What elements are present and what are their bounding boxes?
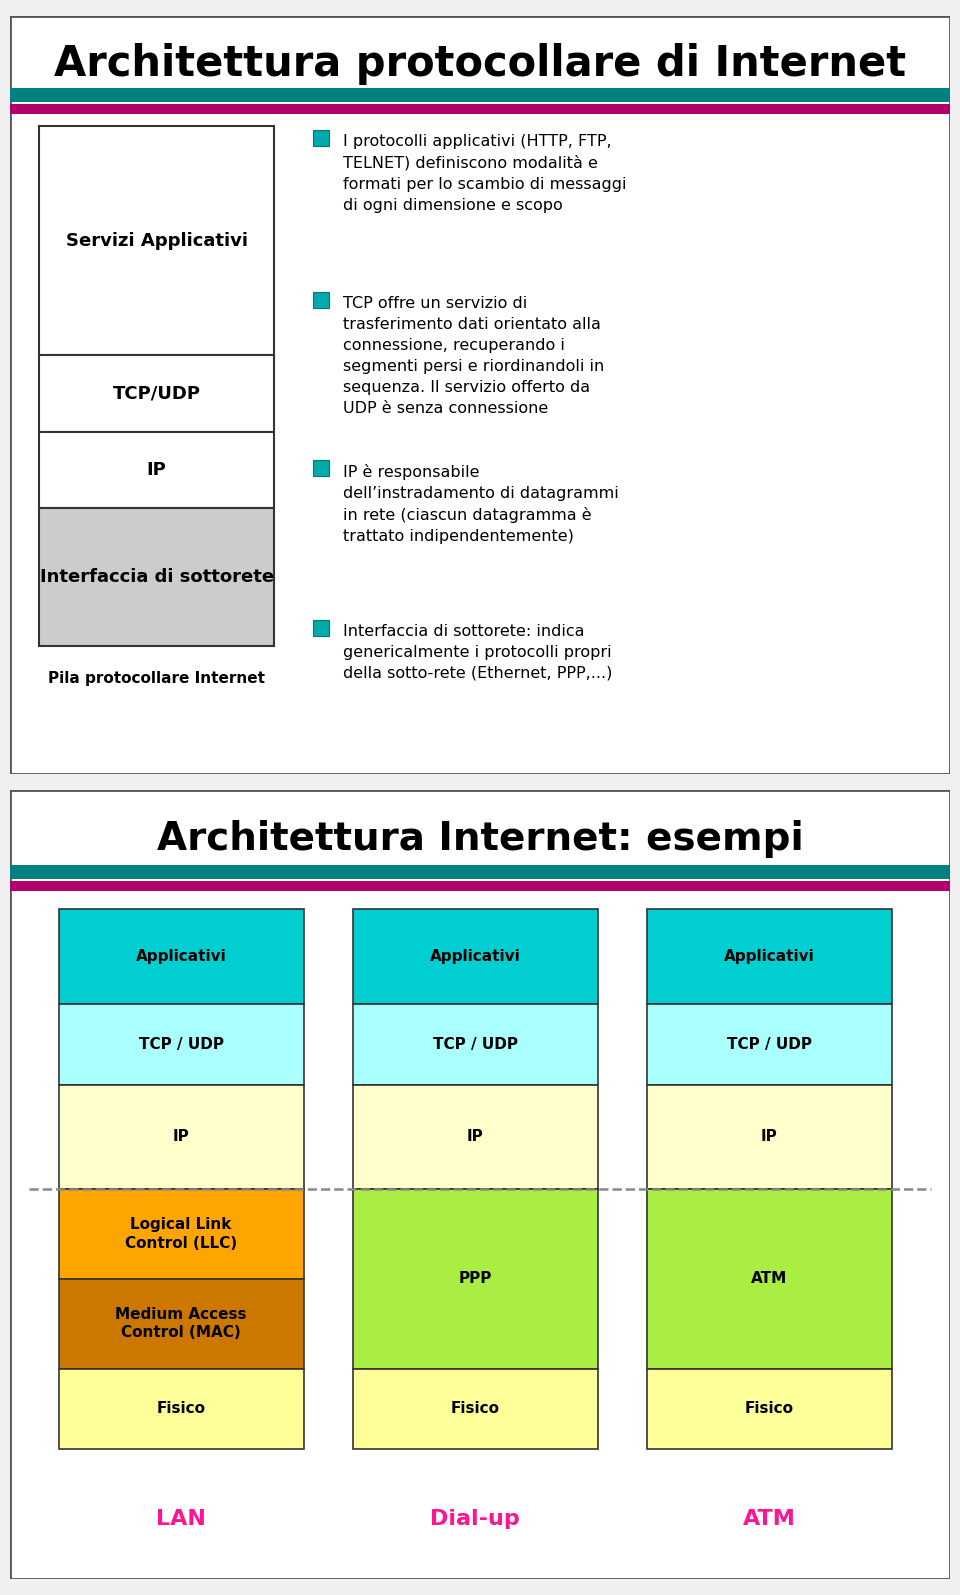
- Text: Logical Link
Control (LLC): Logical Link Control (LLC): [125, 1217, 237, 1250]
- Text: Medium Access
Control (MAC): Medium Access Control (MAC): [115, 1306, 247, 1340]
- Bar: [313, 129, 329, 145]
- Text: TCP / UDP: TCP / UDP: [727, 1037, 811, 1051]
- Text: Architettura protocollare di Internet: Architettura protocollare di Internet: [54, 43, 906, 85]
- Text: IP: IP: [760, 1129, 778, 1144]
- Text: Fisico: Fisico: [156, 1402, 205, 1416]
- Bar: [352, 909, 597, 1005]
- Text: LAN: LAN: [156, 1509, 206, 1530]
- Text: Fisico: Fisico: [745, 1402, 794, 1416]
- Text: Architettura Internet: esempi: Architettura Internet: esempi: [156, 820, 804, 858]
- Bar: [59, 909, 303, 1005]
- Text: TCP / UDP: TCP / UDP: [138, 1037, 224, 1051]
- Bar: [647, 1188, 892, 1369]
- Text: Interfaccia di sottorete: Interfaccia di sottorete: [39, 568, 274, 585]
- Text: IP: IP: [147, 461, 166, 478]
- Bar: [59, 1005, 303, 1085]
- Bar: [59, 1279, 303, 1369]
- Text: Applicativi: Applicativi: [135, 949, 227, 965]
- Bar: [10, 104, 950, 113]
- Text: ATM: ATM: [743, 1509, 796, 1530]
- Text: Pila protocollare Internet: Pila protocollare Internet: [48, 671, 265, 686]
- Text: TCP / UDP: TCP / UDP: [433, 1037, 517, 1051]
- Bar: [352, 1188, 597, 1369]
- Text: ATM: ATM: [751, 1271, 787, 1286]
- Text: Applicativi: Applicativi: [724, 949, 814, 965]
- Bar: [352, 1369, 597, 1450]
- Text: TCP offre un servizio di
trasferimento dati orientato alla
connessione, recupera: TCP offre un servizio di trasferimento d…: [343, 295, 604, 416]
- Text: IP è responsabile
dell’instradamento di datagrammi
in rete (ciascun datagramma è: IP è responsabile dell’instradamento di …: [343, 464, 618, 544]
- Bar: [39, 509, 275, 646]
- Text: Fisico: Fisico: [450, 1402, 499, 1416]
- Bar: [352, 1005, 597, 1085]
- Bar: [647, 1005, 892, 1085]
- Bar: [39, 432, 275, 509]
- Bar: [647, 909, 892, 1005]
- Bar: [59, 1369, 303, 1450]
- Text: Interfaccia di sottorete: indica
genericalmente i protocolli propri
della sotto-: Interfaccia di sottorete: indica generic…: [343, 624, 612, 681]
- Text: PPP: PPP: [459, 1271, 492, 1286]
- Text: IP: IP: [173, 1129, 189, 1144]
- Text: I protocolli applicativi (HTTP, FTP,
TELNET) definiscono modalità e
formati per : I protocolli applicativi (HTTP, FTP, TEL…: [343, 134, 626, 212]
- Bar: [59, 1085, 303, 1188]
- Text: Applicativi: Applicativi: [430, 949, 520, 965]
- Text: Dial-up: Dial-up: [430, 1509, 520, 1530]
- Text: Servizi Applicativi: Servizi Applicativi: [65, 231, 248, 249]
- Bar: [313, 459, 329, 475]
- Bar: [59, 1188, 303, 1279]
- Bar: [352, 1085, 597, 1188]
- Bar: [647, 1085, 892, 1188]
- Text: TCP/UDP: TCP/UDP: [112, 384, 201, 402]
- Bar: [10, 866, 950, 879]
- Bar: [313, 619, 329, 636]
- Bar: [313, 292, 329, 308]
- Bar: [39, 356, 275, 432]
- Bar: [10, 882, 950, 892]
- Text: IP: IP: [467, 1129, 484, 1144]
- Bar: [10, 88, 950, 102]
- Bar: [647, 1369, 892, 1450]
- Bar: [39, 126, 275, 356]
